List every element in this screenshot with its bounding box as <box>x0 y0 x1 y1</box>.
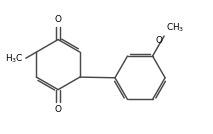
Text: O: O <box>155 36 162 45</box>
Text: CH$_3$: CH$_3$ <box>166 22 184 34</box>
Text: H$_3$C: H$_3$C <box>5 52 24 65</box>
Text: O: O <box>55 105 62 114</box>
Text: O: O <box>55 15 62 24</box>
